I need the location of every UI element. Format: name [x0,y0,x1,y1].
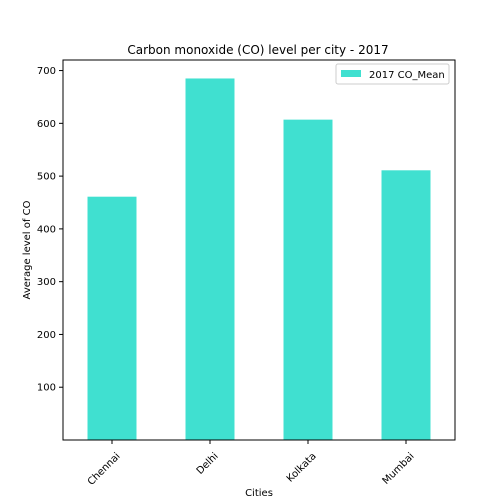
y-tick-label: 200 [37,330,56,341]
x-tick-label: Kolkata [285,451,319,485]
bar-mumbai [381,170,431,441]
y-tick-label: 300 [37,277,56,288]
bars [87,78,431,441]
legend: 2017 CO_Mean [335,63,450,85]
y-tick-label: 600 [37,119,56,130]
x-tick-label: Delhi [195,451,221,477]
y-axis-label: Average level of CO [22,200,33,299]
y-tick-label: 400 [37,224,56,235]
x-tick-label: Chennai [86,451,123,488]
y-tick-label: 700 [37,66,56,77]
x-axis-label: Cities [245,488,273,499]
legend-label: 2017 CO_Mean [369,70,445,81]
y-tick-label: 500 [37,172,56,183]
legend-swatch [341,70,361,77]
bar-delhi [185,78,235,440]
y-tick-label: 100 [37,383,56,394]
chart-title: Carbon monoxide (CO) level per city - 20… [127,43,388,57]
bar-kolkata [283,119,333,440]
y-axis-ticks: 100 200 300 400 500 600 700 [37,66,63,394]
x-tick-label: Mumbai [381,451,417,487]
x-axis-ticks: Chennai Delhi Kolkata Mumbai [86,440,417,488]
bar-chennai [87,196,137,440]
legend-box [335,63,450,85]
plot-area-frame [62,59,456,441]
